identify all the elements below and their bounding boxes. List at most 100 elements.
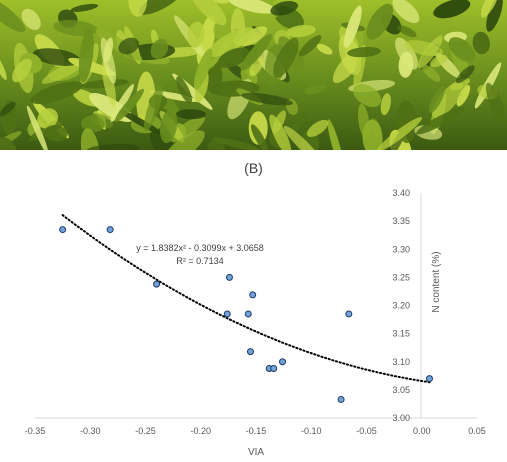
leaf-shape: [480, 0, 499, 18]
x-tick-label: -0.25: [135, 426, 156, 436]
leaf-shape: [358, 103, 370, 139]
leaf-shape: [118, 37, 139, 55]
leaf-shape: [380, 93, 391, 116]
leaf-shape: [428, 85, 445, 113]
x-axis-title: VIA: [248, 447, 264, 458]
leaf-shape: [395, 37, 418, 70]
trendline-equation: y = 1.8382x² - 0.3099x + 3.0658: [136, 243, 264, 253]
leaf-shape: [0, 136, 18, 150]
x-tick-labels: -0.35 -0.30 -0.25 -0.20 -0.15 -0.10 -0.05 0.00 0…: [25, 426, 486, 436]
leaf-shape: [118, 109, 164, 135]
leaf-shape: [455, 65, 475, 84]
leaf-shape: [300, 129, 319, 150]
leaf-shape: [272, 110, 286, 134]
leaf-shape: [485, 82, 507, 127]
data-point: [153, 280, 161, 288]
leaf-shape: [344, 5, 362, 48]
data-point: [223, 310, 231, 318]
leaf-shape: [30, 81, 83, 105]
leaf-shape: [415, 107, 466, 135]
y-tick-label: 3.05: [392, 385, 410, 395]
x-tick-label: 0.05: [468, 426, 486, 436]
leaf-shape: [70, 3, 99, 12]
leaf-shape: [366, 3, 394, 40]
leaf-shape: [486, 0, 503, 32]
trendline: [61, 214, 431, 384]
leaf-shape: [353, 83, 382, 108]
data-point: [244, 310, 252, 318]
leaf-shape: [250, 124, 269, 150]
y-tick-label: 3.30: [392, 244, 410, 254]
leaf-shape: [90, 113, 114, 129]
leaf-shape: [241, 92, 293, 106]
leaf-shape: [404, 40, 443, 57]
leaf-shape: [207, 27, 255, 57]
y-tick-label: 3.25: [392, 272, 410, 282]
y-tick-label: 3.35: [392, 216, 410, 226]
leaf-shape: [347, 46, 381, 58]
leaf-shape: [212, 0, 229, 4]
x-tick-label: -0.35: [25, 426, 46, 436]
leaf-shape: [448, 37, 476, 62]
leaf-shape: [327, 119, 344, 150]
leaf-shape: [306, 119, 329, 137]
scatter-chart: -0.35 -0.30 -0.25 -0.20 -0.15 -0.10 -0.05 0.00 0…: [25, 188, 486, 458]
leaf-shape: [270, 1, 298, 16]
data-point: [279, 358, 287, 366]
leaf-shape: [176, 109, 206, 120]
leaf-shape: [240, 34, 272, 71]
leaf-shape: [114, 88, 144, 122]
leaf-shape: [110, 84, 134, 123]
leaf-shape: [217, 47, 250, 68]
leaf-shape: [176, 76, 193, 104]
data-point: [225, 273, 233, 281]
leaf-shape: [189, 0, 227, 26]
leaf-shape: [429, 54, 448, 68]
data-point: [249, 291, 257, 299]
leaf-shape: [150, 38, 169, 59]
leaf-shape: [207, 139, 225, 150]
x-tick-label: -0.30: [80, 426, 101, 436]
data-point: [345, 310, 353, 318]
data-point: [425, 375, 433, 383]
trendline-r2: R² = 0.7134: [176, 256, 223, 266]
leaf-shape: [0, 0, 26, 33]
leaf-shape: [298, 35, 322, 57]
leaf-shape: [12, 58, 32, 83]
leaf-shape: [397, 25, 417, 38]
data-point: [246, 348, 254, 356]
leaf-shape: [316, 43, 333, 55]
leaf-shape: [392, 0, 420, 24]
leaf-shape: [101, 59, 116, 107]
data-point: [270, 365, 278, 372]
leaf-shape: [283, 125, 323, 150]
x-tick-label: -0.20: [190, 426, 211, 436]
leaf-shape: [422, 64, 441, 82]
leaf-shape: [44, 125, 68, 142]
leaf-shape: [0, 54, 7, 80]
x-tick-label: -0.15: [246, 426, 267, 436]
leaf-shape: [211, 137, 260, 150]
leaf-shape: [187, 21, 205, 48]
data-point: [59, 226, 67, 234]
leaf-shape: [0, 101, 16, 117]
leaf-shape: [432, 81, 463, 118]
leaf-shape: [456, 84, 471, 107]
panel-label: (B): [244, 160, 263, 176]
leaf-shape: [21, 8, 41, 31]
x-tick-label: -0.05: [356, 426, 377, 436]
leaf-shape: [228, 0, 276, 14]
leaf-shape: [433, 0, 471, 19]
leaf-shape: [32, 48, 81, 66]
y-tick-label: 3.20: [392, 301, 410, 311]
leaf-shape: [159, 109, 178, 144]
y-tick-label: 3.00: [392, 413, 410, 423]
leaf-shape: [26, 105, 49, 150]
x-tick-label: 0.00: [413, 426, 431, 436]
y-tick-label: 3.40: [392, 188, 410, 198]
y-tick-label: 3.15: [392, 329, 410, 339]
leaf-shape: [273, 37, 299, 79]
leaf-shape: [143, 84, 163, 132]
leaf-shape: [78, 27, 94, 83]
leaf-shape: [86, 143, 140, 150]
